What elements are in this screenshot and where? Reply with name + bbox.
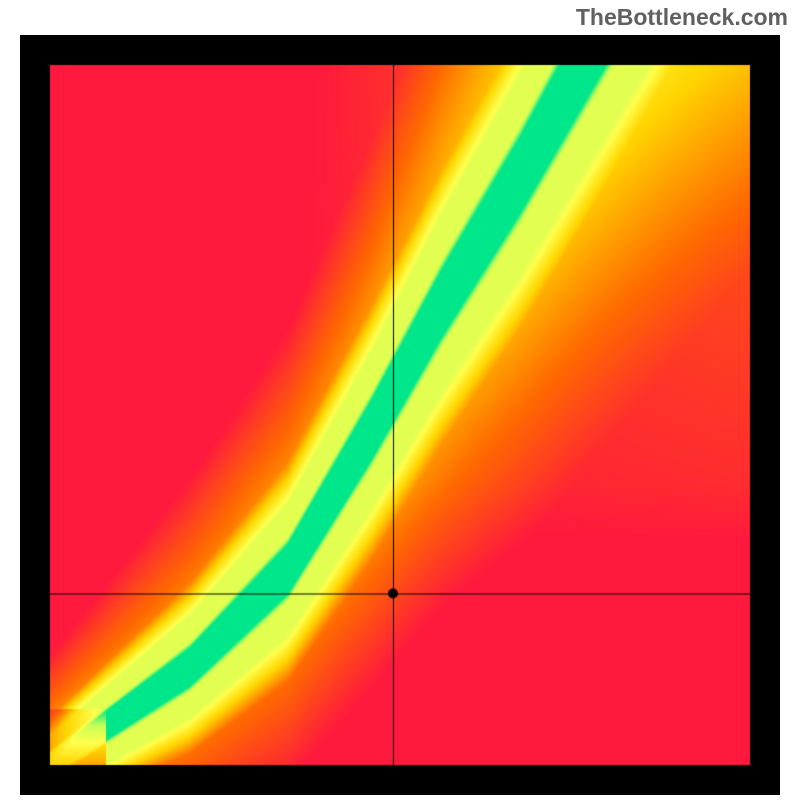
bottleneck-heatmap-frame <box>20 35 780 795</box>
watermark-text: TheBottleneck.com <box>576 4 788 31</box>
bottleneck-heatmap-canvas <box>20 35 780 795</box>
